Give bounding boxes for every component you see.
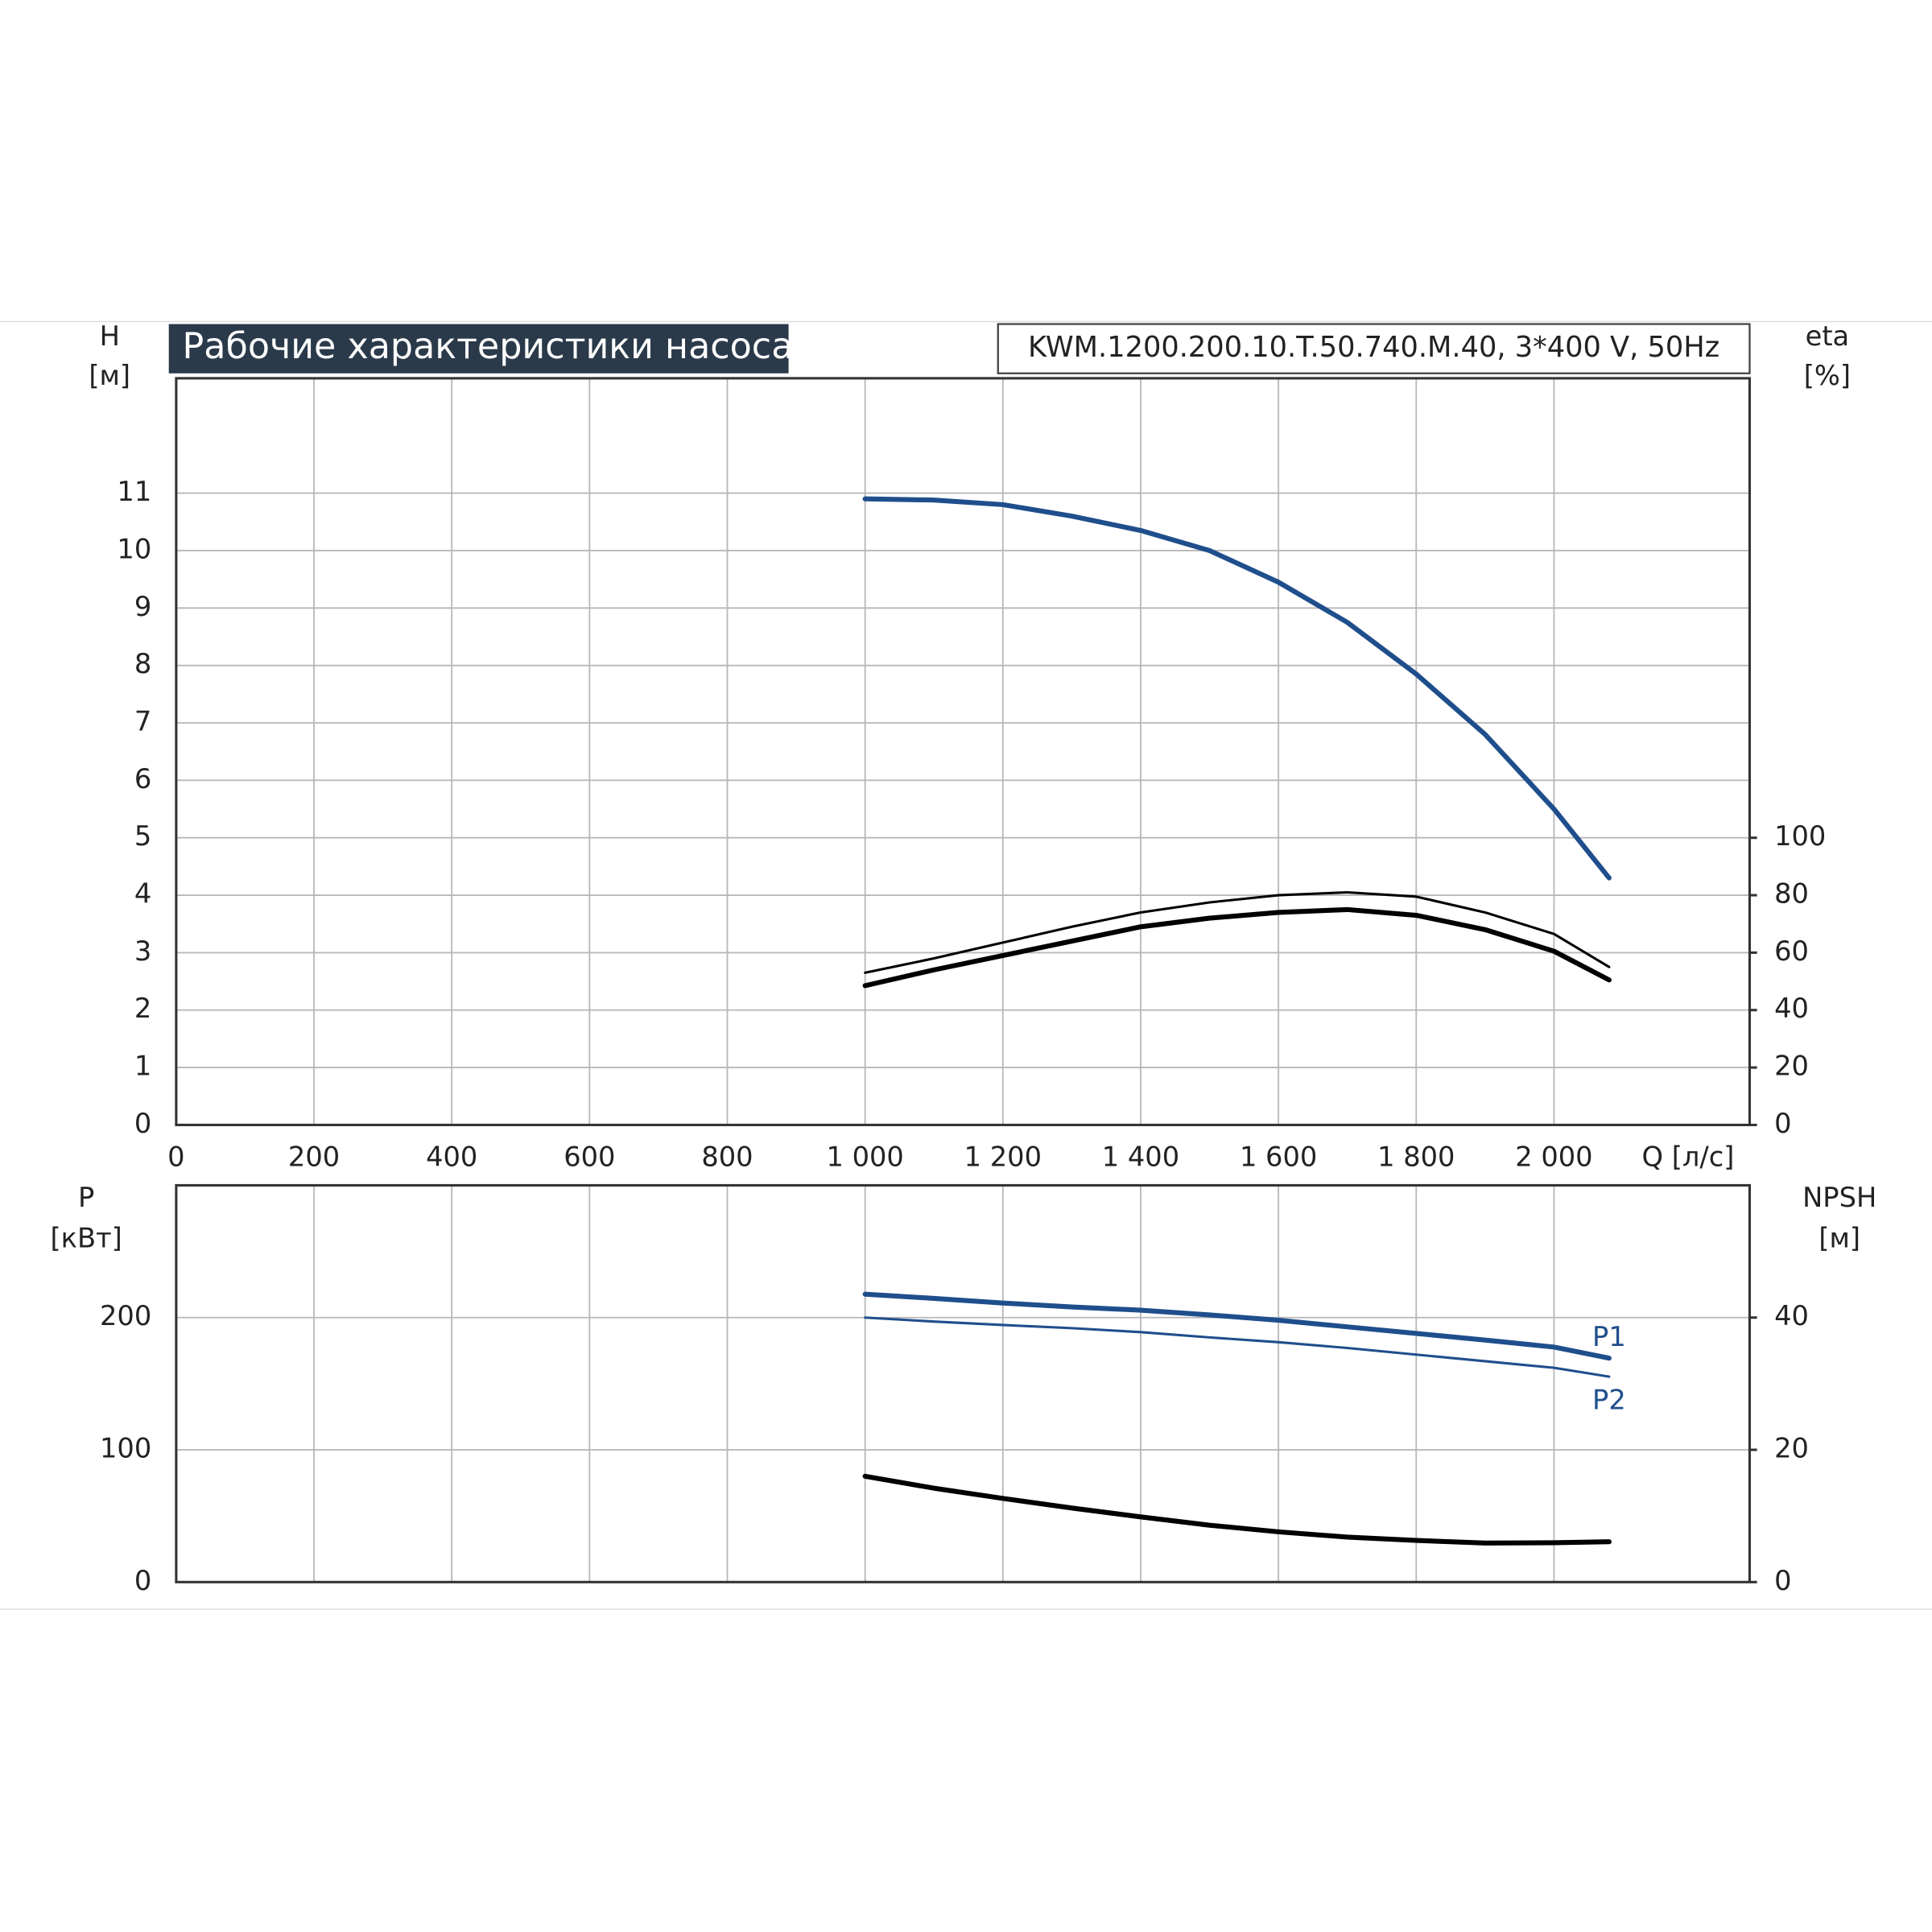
subtitle-box bbox=[997, 323, 1751, 374]
x-tick-label: 1 600 bbox=[1240, 1141, 1317, 1172]
x-tick-label: 600 bbox=[564, 1141, 615, 1172]
y-tick-label: 0 bbox=[134, 1108, 151, 1139]
y-tick-label: 11 bbox=[117, 476, 151, 507]
series-label: P1 bbox=[1592, 1321, 1626, 1352]
y-tick-label: 8 bbox=[134, 648, 151, 679]
y-tick-label: 2 bbox=[134, 993, 151, 1024]
x-tick-label: 200 bbox=[288, 1141, 340, 1172]
curve bbox=[862, 1473, 1612, 1546]
curve bbox=[864, 1316, 1611, 1378]
y-tick-label: 0 bbox=[134, 1565, 151, 1596]
series-label: P2 bbox=[1592, 1384, 1626, 1415]
y2-tick-label: 60 bbox=[1774, 935, 1809, 967]
y-tick-label: 4 bbox=[134, 878, 151, 910]
y2-tick-label: 40 bbox=[1774, 993, 1809, 1024]
y-tick-label: 200 bbox=[100, 1300, 151, 1331]
curve bbox=[862, 496, 1612, 881]
y2-tick-label: 0 bbox=[1774, 1565, 1791, 1596]
x-tick-label: 0 bbox=[167, 1141, 184, 1172]
chart-subtitle: KWM.1200.200.10.T.50.740.M.40, 3*400 V, … bbox=[1028, 331, 1719, 364]
curve bbox=[862, 906, 1612, 989]
y-tick-label: 7 bbox=[134, 705, 151, 737]
y2-tick-label: 20 bbox=[1774, 1433, 1809, 1464]
y-axis-label: P bbox=[78, 1182, 94, 1213]
x-tick-label: 400 bbox=[426, 1141, 477, 1172]
y2-axis-label: NPSH bbox=[1802, 1182, 1876, 1213]
y2-tick-label: 80 bbox=[1774, 878, 1809, 910]
curve bbox=[864, 890, 1611, 974]
y-tick-label: 3 bbox=[134, 935, 151, 967]
y-tick-label: 6 bbox=[134, 763, 151, 795]
x-tick-label: 800 bbox=[701, 1141, 753, 1172]
title-box bbox=[168, 324, 789, 374]
y2-tick-label: 0 bbox=[1774, 1108, 1791, 1139]
y-tick-label: 100 bbox=[100, 1433, 151, 1464]
y2-axis-label: [%] bbox=[1804, 360, 1851, 391]
x-tick-label: 1 200 bbox=[964, 1141, 1042, 1172]
curve bbox=[862, 1291, 1612, 1361]
x-tick-label: 1 000 bbox=[826, 1141, 903, 1172]
x-tick-label: 2 000 bbox=[1515, 1141, 1592, 1172]
x-axis-label: Q [л/с] bbox=[1642, 1141, 1735, 1172]
plot-frame bbox=[175, 1183, 1751, 1583]
chart-title: Рабочие характеристики насоса bbox=[183, 326, 794, 367]
y-axis-label: H bbox=[100, 320, 120, 352]
y2-axis-label: eta bbox=[1806, 320, 1850, 352]
y-tick-label: 9 bbox=[134, 591, 151, 622]
plot-frame bbox=[175, 377, 1751, 1126]
y-tick-label: 10 bbox=[117, 533, 151, 564]
y-axis-label: [м] bbox=[89, 360, 130, 391]
x-tick-label: 1 800 bbox=[1377, 1141, 1455, 1172]
x-tick-label: 1 400 bbox=[1102, 1141, 1179, 1172]
y-tick-label: 1 bbox=[134, 1051, 151, 1082]
y2-tick-label: 40 bbox=[1774, 1300, 1809, 1331]
y2-tick-label: 100 bbox=[1774, 820, 1826, 852]
y-tick-label: 5 bbox=[134, 820, 151, 852]
y-axis-label: [кВт] bbox=[50, 1222, 122, 1253]
y2-tick-label: 20 bbox=[1774, 1051, 1809, 1082]
y2-axis-label: [м] bbox=[1818, 1222, 1860, 1253]
